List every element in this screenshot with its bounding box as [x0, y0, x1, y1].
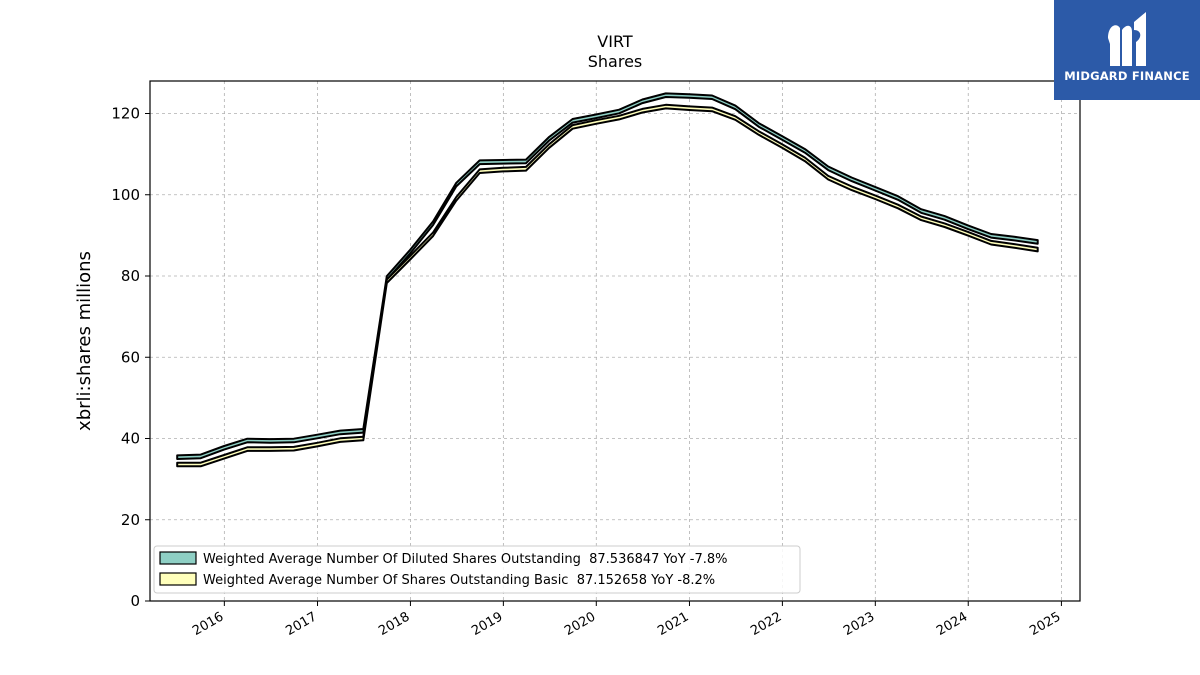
midgard-logo-icon	[1108, 12, 1146, 66]
series-basic-band	[176, 103, 1039, 468]
series-diluted-band	[176, 92, 1039, 460]
legend: Weighted Average Number Of Diluted Share…	[153, 545, 801, 594]
x-tick-label: 2016	[190, 609, 226, 639]
x-tick-label: 2019	[469, 609, 505, 639]
y-tick-label: 100	[111, 186, 140, 204]
x-tick-label: 2025	[1027, 609, 1063, 639]
y-axis-label: xbrli:shares millions	[74, 251, 95, 431]
y-tick-label: 120	[111, 105, 140, 123]
logo-text: MIDGARD FINANCE	[1064, 69, 1190, 83]
x-tick-label: 2020	[562, 609, 598, 639]
series-areas	[176, 92, 1039, 468]
midgard-finance-logo: MIDGARD FINANCE	[1054, 0, 1200, 100]
x-tick-label: 2022	[748, 609, 784, 639]
y-tick-label: 80	[121, 267, 140, 285]
legend-label-basic: Weighted Average Number Of Shares Outsta…	[203, 573, 715, 588]
x-tick-label: 2024	[934, 609, 970, 639]
y-tick-label: 0	[130, 592, 140, 610]
x-tick-label: 2018	[376, 609, 412, 639]
grid	[150, 81, 1080, 601]
legend-label-diluted: Weighted Average Number Of Diluted Share…	[203, 552, 728, 567]
legend-box	[153, 545, 801, 594]
y-tick-label: 60	[121, 348, 140, 366]
legend-swatch-basic	[159, 572, 197, 586]
x-axis-ticks: 2016 2017 2018 2019 2020 2021 2022 2023 2024 2025	[190, 601, 1063, 639]
x-tick-label: 2017	[283, 609, 319, 639]
legend-swatch-diluted	[159, 551, 197, 565]
chart-title: VIRT	[597, 32, 633, 51]
x-tick-label: 2021	[655, 609, 691, 639]
x-tick-label: 2023	[841, 609, 877, 639]
y-tick-label: 20	[121, 511, 140, 529]
chart-subtitle: Shares	[588, 52, 643, 71]
plot-frame	[149, 80, 1081, 602]
y-tick-label: 40	[121, 430, 140, 448]
y-axis-ticks: 0 20 40 60 80 100 120	[111, 105, 150, 610]
